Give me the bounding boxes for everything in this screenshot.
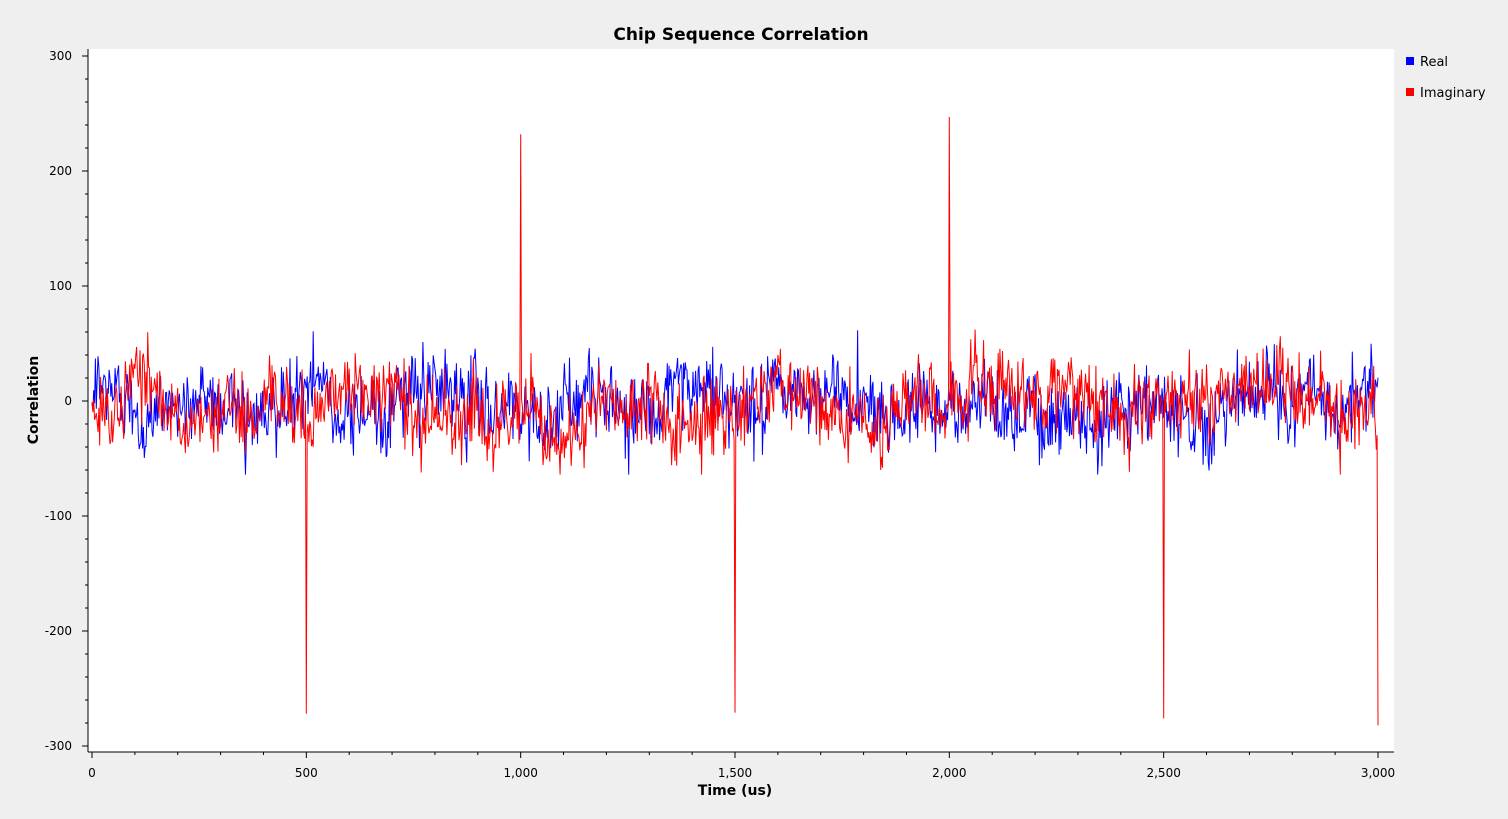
series-layer <box>91 116 1379 726</box>
y-tick-label: -300 <box>45 739 72 753</box>
y-tick-label: 100 <box>49 279 72 293</box>
legend-swatch <box>1406 57 1414 65</box>
x-tick-label: 1,500 <box>718 766 752 780</box>
legend: Real Imaginary <box>1406 55 1486 101</box>
x-tick-label: 3,000 <box>1361 766 1395 780</box>
legend-label: Imaginary <box>1420 86 1486 101</box>
series-line-imaginary <box>91 116 1379 726</box>
x-tick-label: 0 <box>88 766 96 780</box>
legend-label: Real <box>1420 55 1448 70</box>
y-tick-label: 0 <box>64 394 72 408</box>
y-tick-label: 200 <box>49 164 72 178</box>
chart-title: Chip Sequence Correlation <box>613 25 868 45</box>
legend-swatch <box>1406 88 1414 96</box>
y-tick-label: -200 <box>45 624 72 638</box>
x-tick-label: 2,000 <box>932 766 966 780</box>
y-tick-label: -100 <box>45 509 72 523</box>
axes-layer: 300 200 100 0 -100 -200 -300 0 500 1,000 1,500 2,00… <box>45 49 1395 780</box>
y-axis-label: Correlation <box>26 356 42 445</box>
x-axis-label: Time (us) <box>698 783 772 799</box>
x-tick-label: 500 <box>295 766 318 780</box>
x-tick-label: 2,500 <box>1146 766 1180 780</box>
y-tick-label: 300 <box>49 49 72 63</box>
x-tick-label: 1,000 <box>503 766 537 780</box>
series-line-real <box>91 330 1379 475</box>
